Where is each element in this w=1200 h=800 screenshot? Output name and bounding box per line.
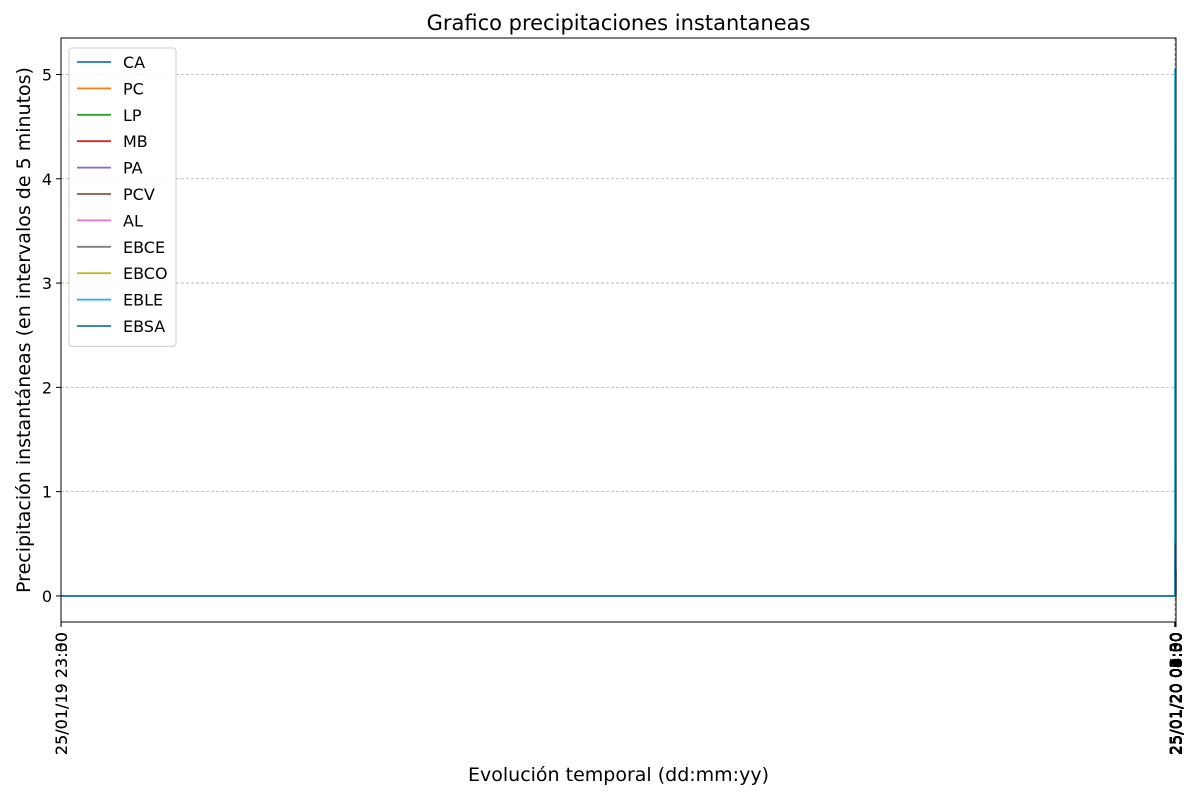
x-tick-label: 25/01/20 02:00 [1166,632,1185,755]
legend-label-pa: PA [123,159,143,178]
legend-label-lp: LP [123,106,142,125]
x-tick-label: 25/01/20 05:00 [1166,632,1185,755]
legend: CA PC LP MB PA PCV AL EBCE EBCO EBLE EBSA [68,47,177,347]
x-tick-label: 25/01/19 23:00 [52,632,71,755]
x-tick-label: 25/01/20 07:30 [1167,632,1186,755]
x-tick-label: 25/01/20 02:30 [1166,632,1185,755]
legend-label-ebco: EBCO [123,264,168,283]
x-tick-label: 25/01/20 04:30 [1166,632,1185,755]
chart-title: Grafico precipitaciones instantaneas [427,11,811,35]
y-axis-title: Precipitación instantáneas (en intervalo… [13,67,35,593]
y-axis-ticks: 0 1 2 3 4 5 [42,66,61,606]
legend-label-al: AL [123,211,143,230]
x-tick-label: 25/01/20 08:00 [1167,632,1186,755]
x-tick-label: 25/01/20 03:30 [1166,632,1185,755]
y-tick-label: 5 [42,66,52,85]
axes-frame [60,37,1177,623]
x-tick-label: 25/01/19 23:30 [52,632,71,755]
legend-label-pc: PC [123,79,144,98]
x-tick-label: 25/01/20 03:00 [1166,632,1185,755]
x-tick-label: 25/01/20 00:30 [1166,632,1185,755]
x-tick-label: 25/01/20 04:00 [1166,632,1185,755]
y-tick-label: 0 [42,587,52,606]
x-tick-label: 25/01/20 07:00 [1167,632,1186,755]
x-tick-label: 25/01/20 08:30 [1167,632,1186,755]
x-tick-label: 25/01/20 01:30 [1166,632,1185,755]
x-tick-label: 25/01/20 09:00 [1167,632,1186,755]
x-tick-label: 25/01/20 06:00 [1167,632,1186,755]
legend-label-ebsa: EBSA [123,317,165,336]
x-axis-title: Evolución temporal (dd:mm:yy) [468,764,769,786]
y-tick-label: 1 [42,483,52,502]
y-tick-label: 2 [42,378,52,397]
legend-label-ebce: EBCE [123,238,165,257]
legend-label-mb: MB [123,132,148,151]
y-tick-label: 3 [42,274,52,293]
x-tick-label: 25/01/20 00:00 [1166,632,1185,755]
y-tick-label: 4 [42,170,52,189]
legend-label-ca: CA [123,53,145,72]
legend-box [68,47,177,347]
x-tick-label: 25/01/20 01:00 [1166,632,1185,755]
x-tick-label: 25/01/20 06:30 [1167,632,1186,755]
legend-label-pcv: PCV [123,185,155,204]
x-tick-label: 25/01/20 05:30 [1167,632,1186,755]
legend-label-eble: EBLE [123,291,163,310]
